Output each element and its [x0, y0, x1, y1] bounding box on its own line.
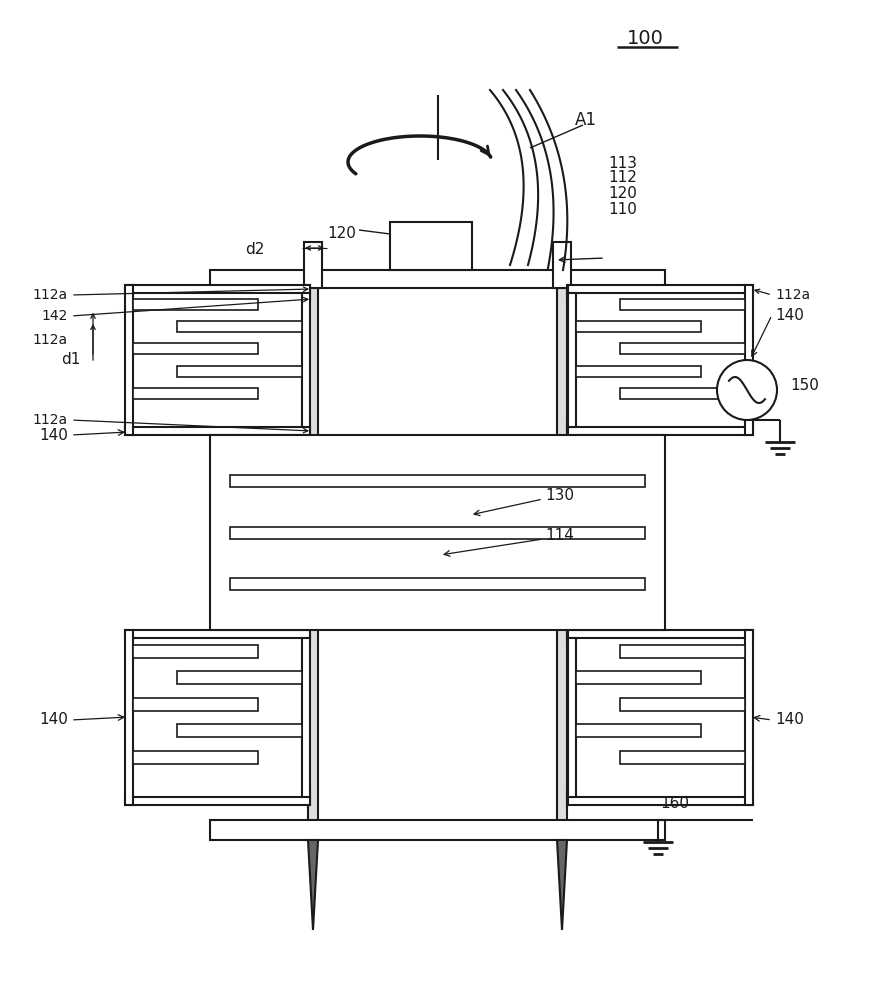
Text: 110: 110 — [608, 202, 637, 218]
Bar — [133, 751, 258, 764]
Bar — [308, 270, 318, 840]
Bar — [308, 421, 310, 435]
Bar — [210, 435, 665, 630]
Bar — [568, 285, 753, 293]
Bar — [620, 698, 745, 711]
Bar — [210, 270, 665, 288]
Text: 112a: 112a — [32, 288, 68, 302]
Bar — [133, 698, 258, 711]
Bar — [567, 421, 568, 435]
Text: 140: 140 — [39, 712, 68, 728]
Bar — [133, 343, 258, 354]
Text: A1: A1 — [575, 111, 597, 129]
Bar — [568, 630, 753, 638]
Text: 150: 150 — [790, 377, 819, 392]
Bar — [210, 820, 665, 840]
Text: 140: 140 — [775, 712, 804, 728]
Bar — [230, 578, 645, 590]
Text: 160: 160 — [660, 796, 689, 810]
Bar — [576, 366, 702, 377]
Bar — [567, 791, 568, 805]
Text: d2: d2 — [246, 242, 265, 257]
Bar — [133, 645, 258, 658]
Bar — [557, 270, 567, 840]
Text: 100: 100 — [626, 28, 663, 47]
Bar — [620, 645, 745, 658]
Bar — [302, 293, 310, 427]
Bar — [177, 671, 302, 684]
Text: d1: d1 — [61, 353, 80, 367]
Bar — [308, 285, 310, 299]
Bar — [745, 630, 753, 805]
Bar — [125, 285, 310, 293]
Bar — [125, 630, 133, 805]
Bar — [302, 638, 310, 797]
Text: 142: 142 — [41, 309, 68, 323]
Bar — [177, 724, 302, 737]
Bar — [620, 388, 745, 399]
Bar — [567, 630, 568, 644]
Bar — [177, 366, 302, 377]
Bar — [553, 242, 571, 288]
Bar — [230, 475, 645, 487]
Bar — [576, 671, 702, 684]
Bar — [568, 797, 753, 805]
Text: 120: 120 — [608, 186, 637, 202]
Text: 120: 120 — [327, 226, 356, 240]
Bar — [620, 299, 745, 310]
Circle shape — [717, 360, 777, 420]
Bar — [390, 222, 472, 270]
Bar — [133, 299, 258, 310]
Text: 130: 130 — [545, 488, 574, 502]
Bar — [576, 724, 702, 737]
Text: 140: 140 — [39, 428, 68, 442]
Polygon shape — [557, 840, 567, 930]
Polygon shape — [308, 840, 318, 930]
Text: 112a: 112a — [32, 333, 68, 347]
Bar — [125, 285, 133, 435]
Bar — [308, 791, 310, 805]
Bar — [230, 526, 645, 538]
Bar — [125, 630, 310, 638]
Bar — [125, 797, 310, 805]
Bar — [745, 285, 753, 435]
Bar — [567, 285, 568, 299]
Bar — [576, 321, 702, 332]
Bar — [568, 427, 753, 435]
Bar — [304, 242, 322, 288]
Bar — [620, 751, 745, 764]
Bar — [568, 293, 576, 427]
Text: 114: 114 — [545, 528, 574, 542]
Text: 112a: 112a — [775, 288, 810, 302]
Bar — [133, 388, 258, 399]
Text: 140: 140 — [775, 308, 804, 322]
Text: 112a: 112a — [32, 413, 68, 427]
Bar — [177, 321, 302, 332]
Text: 113: 113 — [608, 155, 637, 170]
Bar — [308, 630, 310, 644]
Bar — [568, 638, 576, 797]
Bar — [620, 343, 745, 354]
Bar — [125, 427, 310, 435]
Text: 112: 112 — [608, 170, 637, 186]
